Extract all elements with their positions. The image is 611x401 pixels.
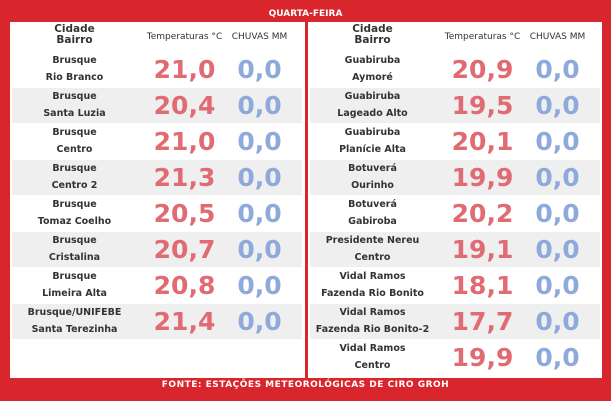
city: Brusque <box>52 271 97 282</box>
city: Guabiruba <box>344 55 401 66</box>
city: Guabiruba <box>344 127 401 138</box>
city: Presidente Nereu <box>325 235 420 246</box>
rainfall: 0,0 <box>237 199 282 228</box>
place-header: Bairro <box>56 34 93 46</box>
district: Aymoré <box>352 72 393 83</box>
temperature: 19,9 <box>451 163 514 192</box>
district: Ourinho <box>351 180 394 191</box>
city: Vidal Ramos <box>339 271 406 282</box>
rainfall: 0,0 <box>237 163 282 192</box>
row <box>12 304 302 339</box>
temperature: 20,4 <box>153 91 216 120</box>
city: Botuverá <box>348 163 397 174</box>
temp-header: Temperaturas °C <box>146 32 223 42</box>
city: Botuverá <box>348 199 397 210</box>
rain-header: CHUVAS MM <box>231 32 288 42</box>
district: Rio Branco <box>45 72 104 83</box>
rainfall: 0,0 <box>237 235 282 264</box>
city: Brusque <box>52 235 97 246</box>
divider <box>305 22 308 378</box>
district: Tomaz Coelho <box>37 216 112 227</box>
row <box>310 304 600 339</box>
row <box>12 160 302 195</box>
district: Centro <box>56 144 93 155</box>
row <box>12 88 302 123</box>
rainfall: 0,0 <box>535 235 580 264</box>
row <box>310 160 600 195</box>
rainfall: 0,0 <box>535 55 580 84</box>
footer: FONTE: ESTAÇÕES METEOROLÓGICAS DE CIRO G… <box>161 380 450 390</box>
city: Guabiruba <box>344 91 401 102</box>
city: Brusque/UNIFEBE <box>27 307 122 318</box>
district: Santa Terezinha <box>31 324 118 335</box>
temp-header: Temperaturas °C <box>444 32 521 42</box>
city: Brusque <box>52 91 97 102</box>
temperature: 19,9 <box>451 343 514 372</box>
district: Lageado Alto <box>337 108 408 119</box>
district: Fazenda Rio Bonito <box>321 288 424 299</box>
district: Santa Luzia <box>43 108 106 119</box>
city: Brusque <box>52 127 97 138</box>
rainfall: 0,0 <box>237 271 282 300</box>
row <box>310 232 600 267</box>
city: Vidal Ramos <box>339 343 406 354</box>
rainfall: 0,0 <box>535 91 580 120</box>
city: Brusque <box>52 55 97 66</box>
temperature: 21,4 <box>153 307 216 336</box>
place-header: Bairro <box>354 34 391 46</box>
temperature: 21,3 <box>153 163 216 192</box>
temperature: 17,7 <box>451 307 514 336</box>
temperature: 20,2 <box>451 199 514 228</box>
temperature: 19,5 <box>451 91 514 120</box>
district: Gabiroba <box>348 216 397 227</box>
district: Limeira Alta <box>42 288 107 299</box>
rainfall: 0,0 <box>237 307 282 336</box>
district: Centro <box>354 360 391 371</box>
temperature: 20,1 <box>451 127 514 156</box>
place-header: Cidade <box>352 23 393 35</box>
temperature: 20,5 <box>153 199 216 228</box>
place-header: Cidade <box>54 23 95 35</box>
district: Fazenda Rio Bonito-2 <box>315 324 430 335</box>
row <box>310 88 600 123</box>
temperature: 20,8 <box>153 271 216 300</box>
rainfall: 0,0 <box>535 163 580 192</box>
title: QUARTA-FEIRA <box>268 9 343 19</box>
rainfall: 0,0 <box>535 271 580 300</box>
rainfall: 0,0 <box>535 307 580 336</box>
city: Brusque <box>52 163 97 174</box>
city: Vidal Ramos <box>339 307 406 318</box>
rainfall: 0,0 <box>237 55 282 84</box>
rainfall: 0,0 <box>237 91 282 120</box>
temperature: 21,0 <box>153 55 216 84</box>
temperature: 19,1 <box>451 235 514 264</box>
temperature: 20,7 <box>153 235 216 264</box>
rainfall: 0,0 <box>535 343 580 372</box>
rain-header: CHUVAS MM <box>529 32 586 42</box>
rainfall: 0,0 <box>535 199 580 228</box>
rainfall: 0,0 <box>237 127 282 156</box>
temperature: 21,0 <box>153 127 216 156</box>
temperature: 18,1 <box>451 271 514 300</box>
city: Brusque <box>52 199 97 210</box>
row <box>12 232 302 267</box>
district: Planície Alta <box>339 144 406 155</box>
rainfall: 0,0 <box>535 127 580 156</box>
district: Cristalina <box>48 252 101 263</box>
temperature: 20,9 <box>451 55 514 84</box>
district: Centro 2 <box>51 180 98 191</box>
district: Centro <box>354 252 391 263</box>
